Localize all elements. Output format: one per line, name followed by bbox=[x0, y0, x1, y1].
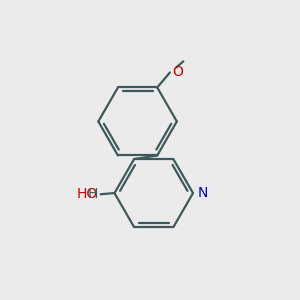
Text: HO: HO bbox=[77, 187, 98, 201]
Text: N: N bbox=[197, 186, 208, 200]
Text: H: H bbox=[88, 187, 98, 201]
Text: O: O bbox=[173, 65, 184, 79]
